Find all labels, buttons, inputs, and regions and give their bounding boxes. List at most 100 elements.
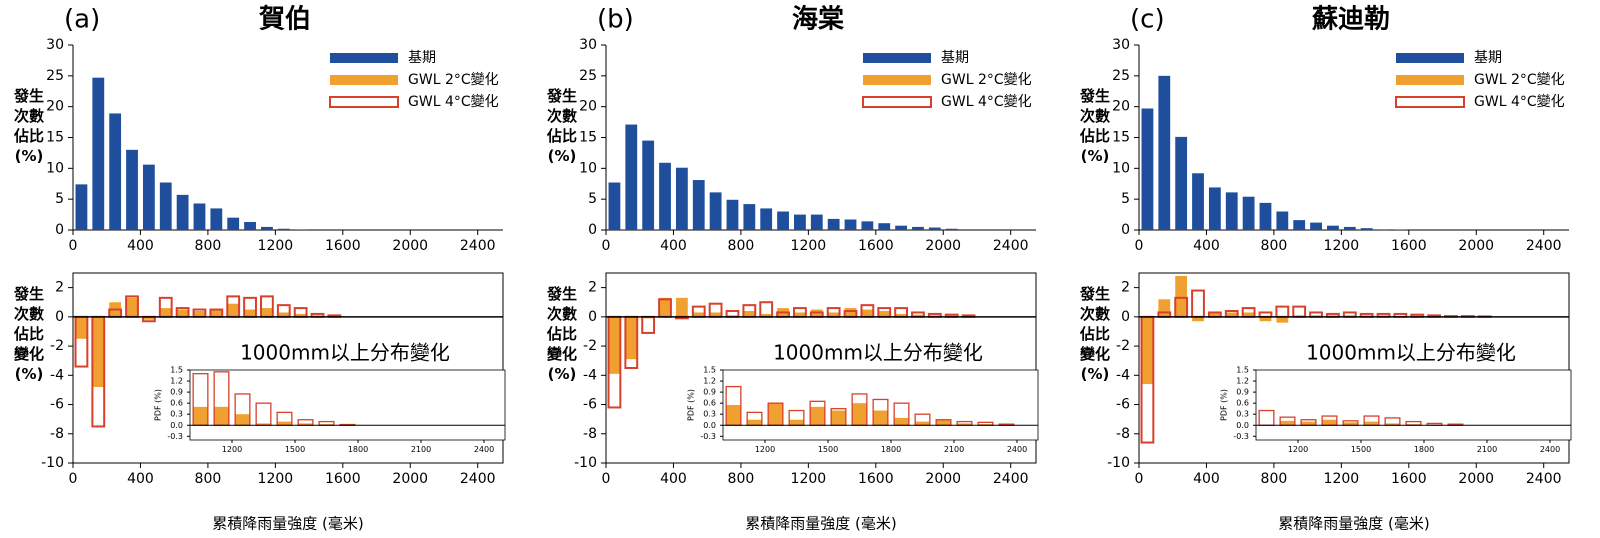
bar — [760, 208, 773, 230]
y-tick-label: 2 — [588, 280, 597, 296]
bar — [1192, 173, 1204, 230]
x-tick-label: 2100 — [944, 445, 964, 454]
plot-frame — [1255, 369, 1572, 441]
x-tick-label: 1200 — [755, 445, 775, 454]
y-tick-label: 0 — [588, 222, 597, 238]
bar — [1208, 312, 1221, 317]
x-tick-label: 1200 — [222, 445, 242, 454]
chart-title: 蘇迪勒 — [1312, 5, 1390, 35]
y-tick-label: 0.9 — [703, 388, 716, 397]
legend-swatch — [329, 96, 399, 108]
bar — [1225, 192, 1238, 230]
bar — [210, 309, 223, 317]
x-tick-label: 1200 — [258, 471, 294, 487]
x-tick-label: 1200 — [1324, 471, 1360, 487]
bar — [1175, 275, 1188, 317]
bar — [625, 124, 638, 230]
x-tick-label: 400 — [1193, 238, 1220, 254]
bar — [142, 164, 155, 230]
y-tick-label: 2 — [1121, 280, 1130, 296]
legend-label: GWL 2°C變化 — [941, 72, 1032, 88]
bar — [193, 203, 206, 230]
y-tick-label: 30 — [579, 37, 597, 53]
y-tick-label: 0.9 — [170, 388, 183, 397]
x-tick-label: 1600 — [325, 238, 361, 254]
bar — [294, 229, 307, 230]
x-tick-label: 800 — [1261, 238, 1288, 254]
bar — [92, 77, 105, 230]
x-tick-label: 1600 — [1391, 471, 1427, 487]
y-tick-label: -6 — [50, 397, 64, 413]
bar — [912, 314, 924, 317]
chart-title: 海棠 — [792, 5, 845, 35]
bar — [244, 309, 256, 317]
bar — [1276, 211, 1289, 230]
y-tick-label: 5 — [588, 191, 597, 207]
bar — [659, 297, 671, 317]
x-tick-label: 1500 — [285, 445, 305, 454]
bar — [928, 227, 941, 230]
bar — [142, 316, 155, 320]
y-tick-label: 1.5 — [170, 366, 183, 375]
bar — [227, 303, 240, 317]
y-tick-label: -6 — [583, 397, 597, 413]
bar — [692, 180, 705, 230]
y-tick-label: -0.3 — [1233, 432, 1249, 441]
bar — [642, 140, 655, 230]
bar — [214, 406, 229, 426]
bar — [277, 312, 290, 317]
bar — [659, 162, 671, 230]
x-tick-label: 400 — [1193, 471, 1220, 487]
y-tick-label: -4 — [1116, 367, 1130, 383]
x-tick-label: 1800 — [348, 445, 368, 454]
legend-label: GWL 2°C變化 — [408, 72, 499, 88]
bar — [827, 312, 840, 317]
x-tick-label: 1600 — [325, 471, 361, 487]
y-tick-label: 30 — [46, 37, 64, 53]
bar — [844, 219, 857, 230]
y-tick-label: 30 — [1112, 37, 1130, 53]
legend-swatch — [863, 53, 931, 63]
x-tick-label: 1800 — [1414, 445, 1434, 454]
y-axis-label: 發生次數佔比(%) — [1080, 87, 1111, 165]
chart-title: 賀伯 — [258, 4, 311, 35]
x-tick-label: 2000 — [925, 238, 961, 254]
x-tick-label: 800 — [195, 238, 222, 254]
y-tick-label: 0.6 — [1236, 399, 1249, 408]
y-tick-label: 10 — [579, 160, 597, 176]
bar — [126, 297, 138, 317]
bar — [1343, 226, 1356, 230]
bar — [957, 423, 972, 426]
bar — [1259, 202, 1272, 230]
bar — [743, 204, 756, 230]
y-tick-label: -10 — [1107, 455, 1130, 471]
bar — [1327, 225, 1339, 230]
x-tick-label: 400 — [660, 238, 687, 254]
x-tick-label: 1800 — [881, 445, 901, 454]
x-tick-label: 2400 — [993, 238, 1029, 254]
x-tick-label: 2000 — [925, 471, 961, 487]
bar — [1175, 136, 1188, 230]
bar — [126, 149, 138, 230]
bar — [726, 405, 741, 426]
y-tick-label: 10 — [46, 160, 64, 176]
bar — [1310, 222, 1322, 230]
bar — [1322, 419, 1337, 426]
bar — [159, 182, 172, 230]
y-tick-label: 1.5 — [1236, 366, 1249, 375]
bar — [277, 228, 290, 230]
bar — [1280, 420, 1295, 426]
y-tick-label: 0.0 — [1236, 421, 1249, 430]
bar — [873, 410, 888, 426]
y-tick-label: 0.9 — [1236, 388, 1249, 397]
panel-label: (a) — [64, 5, 100, 35]
y-tick-label: -8 — [583, 426, 597, 442]
x-axis-label: 累積降雨量強度 (毫米) — [1278, 515, 1429, 533]
x-tick-label: 800 — [728, 238, 755, 254]
bar — [1343, 422, 1358, 426]
bar — [768, 403, 783, 426]
y-tick-label: 0.6 — [170, 399, 183, 408]
bar — [794, 312, 806, 317]
bar — [878, 311, 891, 317]
x-tick-label: 0 — [1135, 238, 1144, 254]
